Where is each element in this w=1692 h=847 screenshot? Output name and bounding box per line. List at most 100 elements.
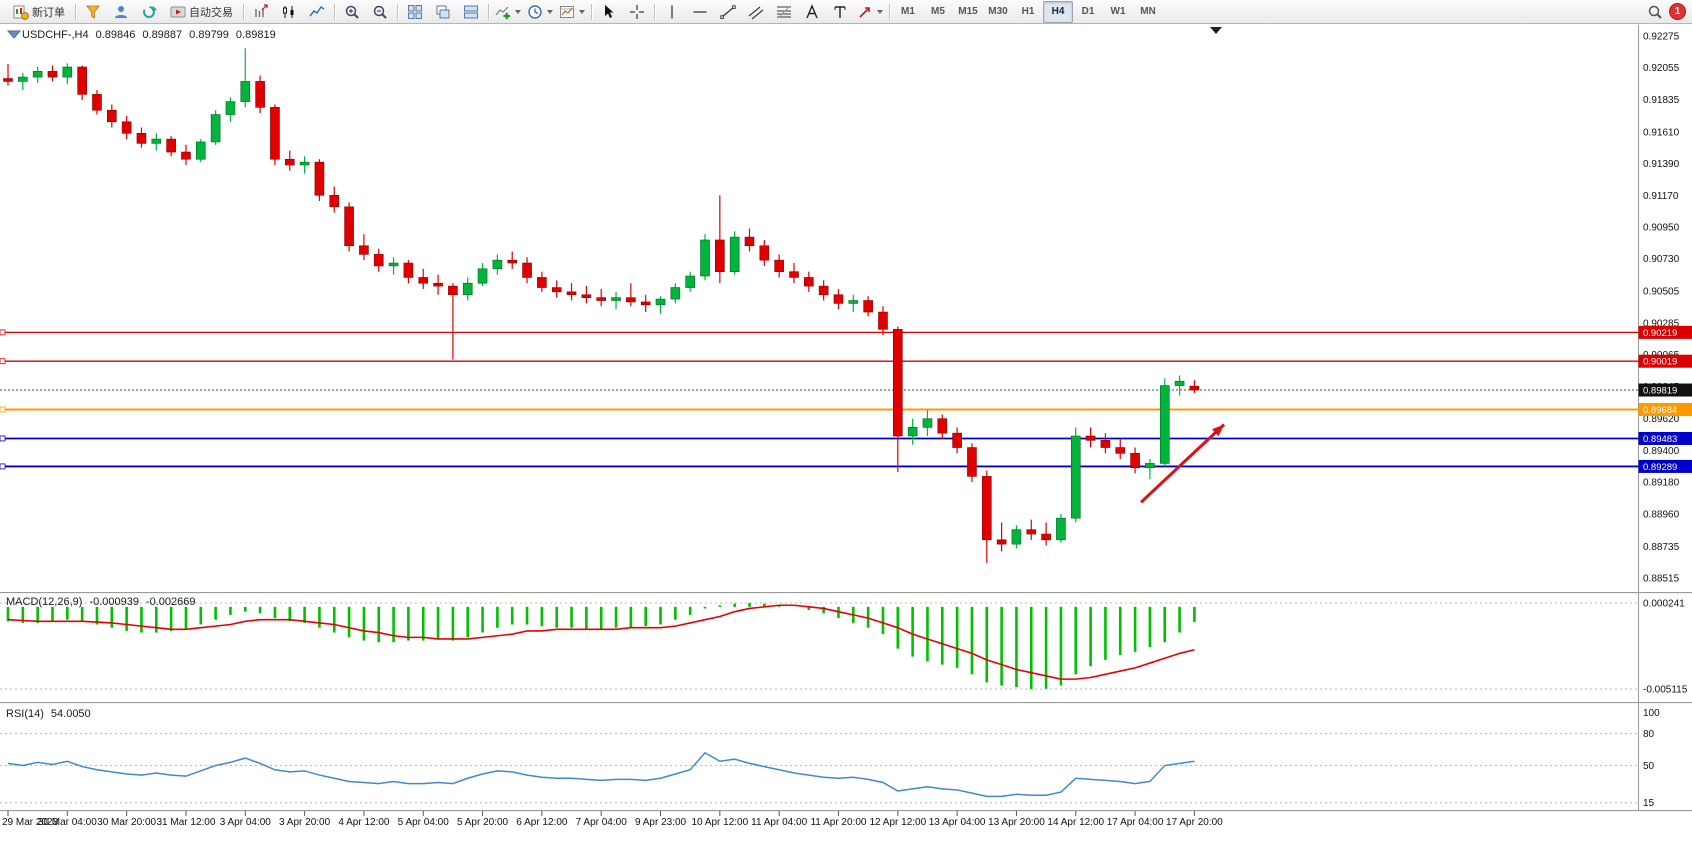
svg-text:3 Apr 20:00: 3 Apr 20:00 bbox=[279, 817, 331, 828]
notification-badge[interactable]: 1 bbox=[1669, 3, 1686, 20]
svg-text:0.000241: 0.000241 bbox=[1643, 598, 1685, 609]
horizontal-line-button[interactable] bbox=[686, 1, 714, 23]
price-tag bbox=[1638, 402, 1692, 416]
one-click-trading-toggle[interactable] bbox=[7, 30, 23, 40]
templates-icon bbox=[560, 5, 574, 18]
timeframe-w1-button[interactable]: W1 bbox=[1110, 6, 1126, 17]
timeframe-mn-button[interactable]: MN bbox=[1140, 6, 1156, 17]
quote-low: 0.89799 bbox=[189, 29, 229, 41]
toolbar-separator bbox=[889, 3, 890, 20]
rsi-value: 54.0050 bbox=[50, 708, 91, 720]
svg-text:11 Apr 04:00: 11 Apr 04:00 bbox=[751, 817, 807, 828]
cursor-button[interactable] bbox=[595, 1, 623, 23]
svg-text:17 Apr 04:00: 17 Apr 04:00 bbox=[1107, 817, 1164, 828]
timeframe-m5-button[interactable]: M5 bbox=[931, 6, 945, 17]
svg-text:4 Apr 12:00: 4 Apr 12:00 bbox=[338, 817, 390, 828]
bar-chart-icon bbox=[255, 3, 268, 17]
vertical-line-icon bbox=[671, 5, 673, 18]
trend-arrow-object[interactable] bbox=[1139, 423, 1226, 504]
svg-text:0.90730: 0.90730 bbox=[1643, 254, 1680, 265]
svg-text:6 Apr 12:00: 6 Apr 12:00 bbox=[516, 817, 568, 828]
quote-high: 0.89887 bbox=[142, 29, 183, 41]
candlestick-chart-button[interactable] bbox=[275, 1, 303, 23]
user-profile-button[interactable] bbox=[107, 1, 135, 23]
new-order-icon bbox=[13, 5, 29, 20]
svg-text:0.91835: 0.91835 bbox=[1643, 95, 1680, 106]
chart-quote-header: USDCHF-,H4 0.89846 0.89887 0.89799 0.89819 bbox=[22, 29, 276, 41]
templates-button[interactable] bbox=[556, 1, 588, 23]
vertical-line-button[interactable] bbox=[658, 1, 686, 23]
periods-button[interactable] bbox=[524, 1, 556, 23]
macd-name: MACD(12,26,9) bbox=[6, 596, 83, 608]
trendline-button[interactable] bbox=[714, 1, 742, 23]
svg-text:0.88735: 0.88735 bbox=[1643, 542, 1680, 553]
svg-text:0.89620: 0.89620 bbox=[1643, 414, 1680, 425]
toolbar-separator bbox=[591, 3, 592, 20]
svg-text:11 Apr 20:00: 11 Apr 20:00 bbox=[810, 817, 866, 828]
tile-windows-button[interactable] bbox=[401, 1, 429, 23]
svg-text:0.89483: 0.89483 bbox=[1643, 434, 1677, 445]
timeframe-d1-button[interactable]: D1 bbox=[1081, 6, 1095, 17]
svg-text:12 Apr 12:00: 12 Apr 12:00 bbox=[869, 817, 926, 828]
svg-text:100: 100 bbox=[1643, 708, 1660, 719]
arrows-tool-button[interactable] bbox=[854, 1, 886, 23]
zoom-in-button[interactable] bbox=[338, 1, 366, 23]
timeframe-m1-button[interactable]: M1 bbox=[901, 6, 915, 17]
svg-text:13 Apr 20:00: 13 Apr 20:00 bbox=[988, 817, 1045, 828]
svg-text:14 Apr 12:00: 14 Apr 12:00 bbox=[1047, 817, 1104, 828]
chart-shift-marker[interactable] bbox=[1210, 27, 1222, 34]
text-tool-button[interactable] bbox=[798, 1, 826, 23]
refresh-button[interactable] bbox=[135, 1, 163, 23]
timeframe-m30-button[interactable]: M30 bbox=[988, 6, 1008, 17]
timeframe-m15-button[interactable]: M15 bbox=[958, 6, 978, 17]
price-tag bbox=[1638, 431, 1692, 445]
svg-text:0.90505: 0.90505 bbox=[1643, 287, 1680, 298]
toolbar-separator bbox=[397, 3, 398, 20]
chevron-down-icon bbox=[877, 9, 883, 14]
charts-profile-icon bbox=[86, 5, 100, 19]
timeframe-h4-button[interactable]: H4 bbox=[1043, 0, 1073, 23]
svg-text:0.89180: 0.89180 bbox=[1643, 478, 1680, 489]
macd-value-signal: -0.002669 bbox=[145, 596, 196, 608]
timeframe-h1-button[interactable]: H1 bbox=[1021, 6, 1035, 17]
svg-text:29 Mar 2023: 29 Mar 2023 bbox=[2, 817, 59, 828]
chevron-down-icon bbox=[547, 9, 553, 14]
svg-text:0.92055: 0.92055 bbox=[1643, 63, 1680, 74]
indicators-add-button[interactable] bbox=[492, 1, 524, 23]
autotrading-label: 自动交易 bbox=[189, 6, 233, 19]
svg-text:0.89400: 0.89400 bbox=[1643, 446, 1680, 457]
svg-text:30 Mar 20:00: 30 Mar 20:00 bbox=[97, 817, 156, 828]
zoom-out-icon bbox=[373, 5, 387, 19]
macd-signal-line bbox=[7, 604, 1195, 680]
new-order-label: 新订单 bbox=[32, 6, 65, 19]
price-tag bbox=[1638, 325, 1692, 339]
arrange-windows-icon bbox=[464, 5, 478, 18]
svg-text:0.90219: 0.90219 bbox=[1643, 328, 1677, 339]
search-button[interactable] bbox=[1641, 1, 1669, 23]
text-label-tool-button[interactable] bbox=[826, 1, 854, 23]
svg-text:80: 80 bbox=[1643, 729, 1655, 740]
svg-text:50: 50 bbox=[1643, 761, 1655, 772]
autotrading-button[interactable]: 自动交易 bbox=[163, 1, 240, 23]
svg-text:17 Apr 20:00: 17 Apr 20:00 bbox=[1166, 817, 1223, 828]
rsi-name: RSI(14) bbox=[6, 708, 44, 720]
trendline-icon bbox=[720, 4, 736, 19]
new-order-button[interactable]: 新订单 bbox=[6, 1, 72, 23]
crosshair-button[interactable] bbox=[623, 1, 651, 23]
line-chart-button[interactable] bbox=[303, 1, 331, 23]
toolbar-separator bbox=[654, 3, 655, 20]
zoom-out-button[interactable] bbox=[366, 1, 394, 23]
arrange-windows-button[interactable] bbox=[457, 1, 485, 23]
charts-profile-button[interactable] bbox=[79, 1, 107, 23]
macd-indicator-label: MACD(12,26,9) -0.000939 -0.002669 bbox=[6, 596, 196, 608]
cascade-windows-button[interactable] bbox=[429, 1, 457, 23]
price-tags: 0.90219 0.90019 0.89819 0.89684 0.89483 0.892… bbox=[1638, 325, 1692, 473]
svg-text:10 Apr 12:00: 10 Apr 12:00 bbox=[691, 817, 748, 828]
channel-button[interactable] bbox=[742, 1, 770, 23]
fibonacci-button[interactable] bbox=[770, 1, 798, 23]
macd-value-main: -0.000939 bbox=[89, 596, 139, 608]
bar-chart-button[interactable] bbox=[247, 1, 275, 23]
quote-open: 0.89846 bbox=[95, 29, 136, 41]
